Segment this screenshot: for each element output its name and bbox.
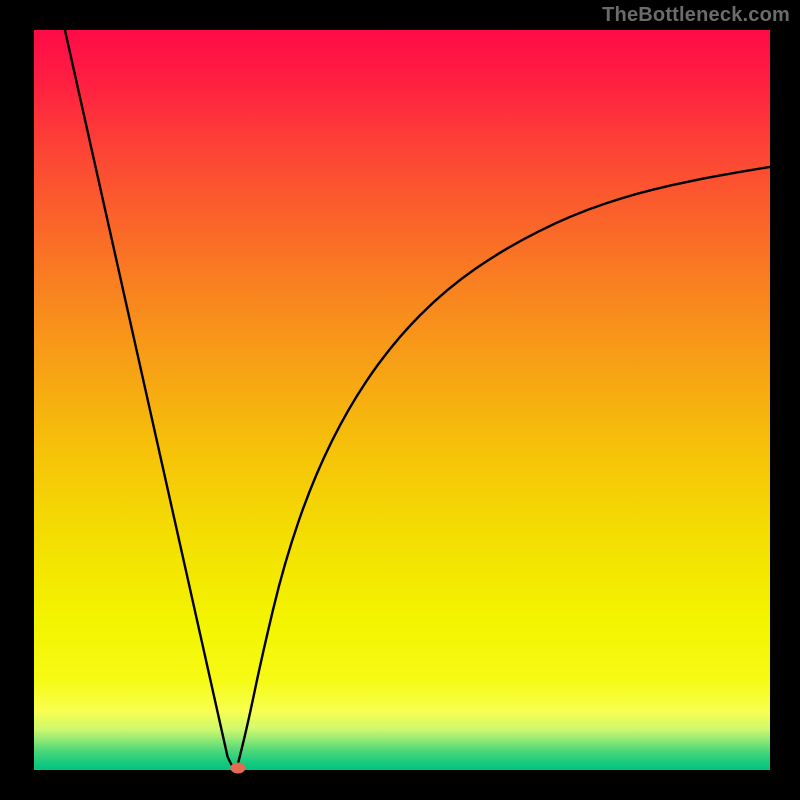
watermark-text: TheBottleneck.com [602,4,790,27]
bottleneck-curve-chart [0,0,800,800]
chart-stage: TheBottleneck.com [0,0,800,800]
minimum-marker [230,763,245,774]
plot-background [34,30,770,770]
